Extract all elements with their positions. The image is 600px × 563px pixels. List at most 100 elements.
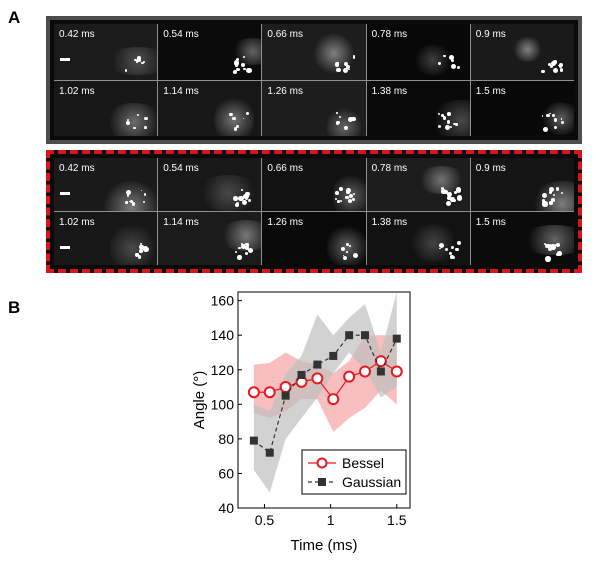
bubble: [339, 199, 343, 203]
bubble: [141, 61, 144, 64]
bubble: [234, 203, 240, 208]
bessel-frame: 1.02 ms: [54, 212, 158, 265]
bubble: [134, 59, 137, 62]
bubble: [544, 242, 547, 245]
bubble: [136, 55, 141, 61]
bessel-data-point: [359, 365, 372, 378]
bubble: [445, 247, 449, 251]
bubble: [139, 249, 143, 253]
bubble: [229, 112, 233, 117]
y-tick-label: 60: [218, 465, 234, 481]
legend-marker: [318, 478, 326, 486]
bessel-frame: 0.66 ms: [262, 158, 366, 211]
bubble: [340, 247, 345, 252]
bubble: [339, 187, 343, 192]
bubble: [130, 200, 134, 204]
gaussian-frame-time-label: 1.5 ms: [475, 85, 506, 97]
bubble: [126, 194, 130, 197]
bubble: [345, 187, 351, 193]
panel-a-label: A: [8, 8, 21, 27]
x-tick-label: 1: [327, 512, 335, 528]
gaussian-data-point: [313, 360, 322, 369]
bubble: [126, 190, 132, 196]
bubble: [454, 191, 458, 195]
bubble: [446, 200, 452, 207]
y-tick-label: 80: [218, 431, 234, 447]
bubble: [143, 61, 146, 64]
plume-glow: [530, 180, 574, 211]
bubble: [233, 196, 238, 202]
bubble: [455, 187, 462, 193]
bubble: [234, 127, 238, 131]
gaussian-frame-time-label: 1.02 ms: [59, 85, 95, 97]
bessel-frame: 0.42 ms: [54, 158, 158, 211]
bessel-frame-time-label: 1.5 ms: [475, 217, 506, 228]
bubble: [553, 67, 559, 73]
bubble: [335, 191, 339, 195]
bubble: [550, 60, 556, 66]
bubble: [135, 252, 140, 257]
bubble: [551, 198, 555, 202]
bubble: [452, 122, 456, 126]
bubble: [451, 245, 455, 249]
bubble: [551, 113, 556, 118]
bubble: [448, 252, 452, 256]
bubble: [452, 199, 456, 203]
bubble: [241, 199, 247, 205]
x-axis-title: Time (ms): [291, 537, 358, 554]
bubble: [541, 69, 545, 73]
bessel-frame-time-label: 1.38 ms: [371, 217, 408, 228]
y-tick-label: 120: [211, 362, 235, 378]
bessel-frame-grid: 0.42 ms 0.54 ms 0.66 ms 0.78 ms 0.9 ms 1.02 m…: [54, 158, 574, 265]
y-tick-label: 100: [211, 396, 235, 412]
plume-glow: [429, 99, 470, 136]
legend-box: [301, 449, 407, 495]
bubble: [342, 255, 348, 261]
gaussian-frame: 1.02 ms: [54, 80, 158, 136]
legend-label: Bessel: [342, 455, 384, 471]
bubble: [245, 111, 250, 116]
bessel-data-point: [343, 370, 356, 383]
bubble: [126, 121, 131, 126]
bubble: [549, 191, 552, 194]
gaussian-frame: 1.14 ms: [158, 80, 262, 136]
plume-glow: [104, 102, 158, 136]
bessel-frame: 1.5 ms: [470, 212, 574, 265]
bubble: [440, 114, 444, 117]
bubble: [238, 246, 241, 250]
bubble: [245, 242, 248, 245]
bubble: [247, 247, 253, 253]
gaussian-frame-time-label: 1.14 ms: [163, 85, 199, 97]
gaussian-data-point: [361, 331, 370, 340]
panel-b-label: B: [8, 298, 21, 317]
bubble: [247, 198, 252, 203]
plume-glow: [101, 180, 158, 211]
bessel-frame-time-label: 0.42 ms: [59, 163, 95, 174]
bubble: [549, 187, 555, 193]
bubble: [438, 242, 445, 248]
bubble: [441, 187, 445, 191]
bubble: [241, 189, 244, 192]
gaussian-confidence-band: [253, 292, 397, 493]
bubble: [456, 195, 463, 201]
gaussian-frame: 0.78 ms: [366, 24, 470, 80]
bubble: [450, 59, 455, 63]
bubble: [243, 193, 249, 200]
gaussian-data-point: [249, 436, 258, 445]
bubble: [237, 255, 242, 260]
bubble: [447, 112, 451, 116]
plume-glow: [327, 105, 361, 136]
bubble: [548, 243, 552, 247]
bubble: [543, 126, 549, 132]
gaussian-frame-time-label: 0.9 ms: [475, 29, 506, 40]
gaussian-data-point: [265, 448, 274, 457]
bubble: [437, 112, 441, 116]
bubble: [448, 55, 454, 61]
gaussian-series-line: [253, 334, 398, 454]
bubble: [236, 58, 240, 62]
bubble: [455, 247, 459, 252]
bubble: [235, 251, 238, 254]
bubble: [456, 241, 461, 246]
bubble: [547, 246, 552, 252]
plume-glow: [411, 44, 454, 76]
